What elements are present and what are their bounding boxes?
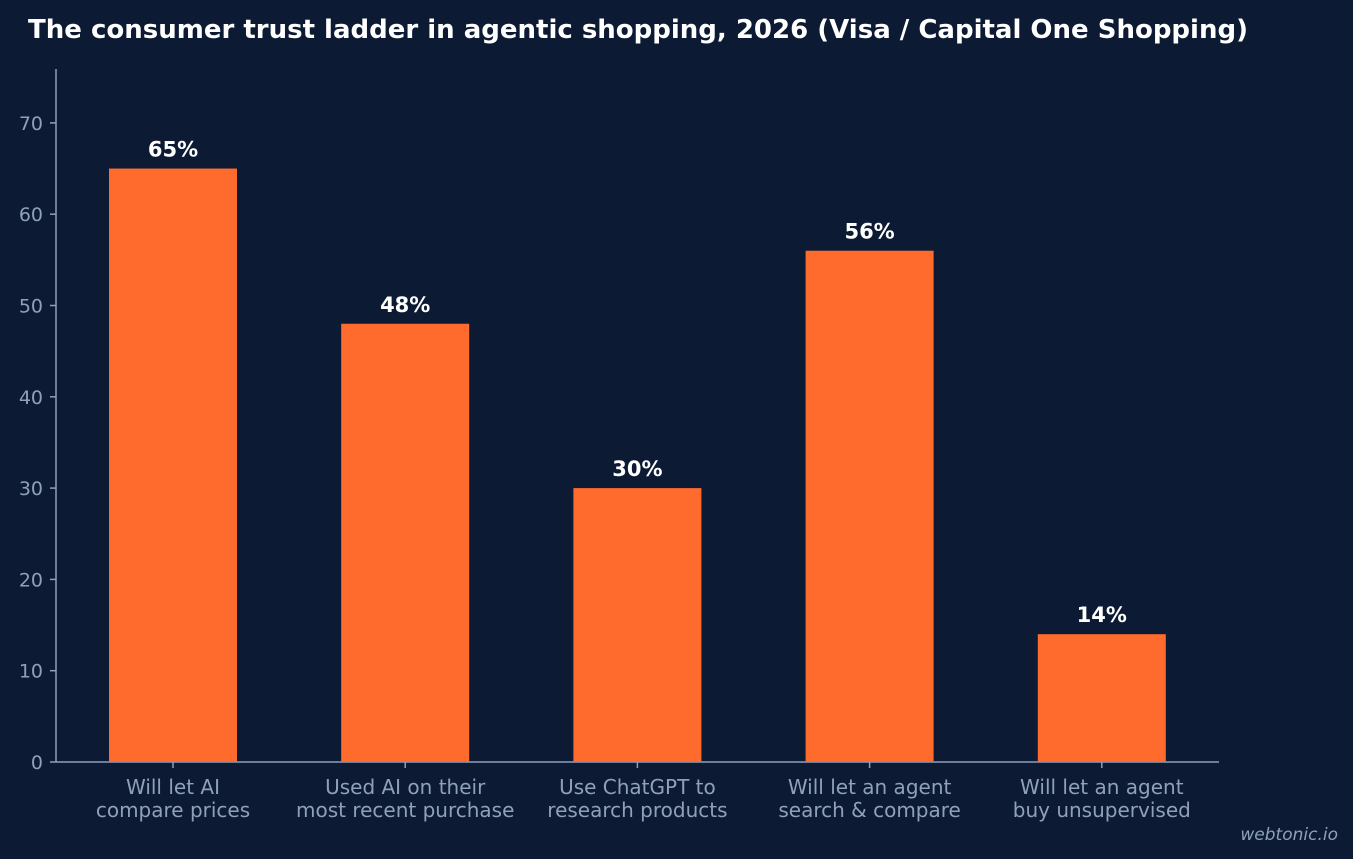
data-label-2: 30% xyxy=(612,457,662,481)
x-tick-label: Use ChatGPT to xyxy=(559,775,716,799)
bars-group xyxy=(109,168,1166,763)
y-tick-label: 30 xyxy=(19,478,43,500)
x-tick-label: Used AI on their xyxy=(325,775,486,799)
bar-0 xyxy=(109,168,237,763)
x-tick-label: search & compare xyxy=(778,798,961,822)
y-tick-label: 50 xyxy=(19,296,43,318)
data-label-4: 14% xyxy=(1077,603,1127,627)
x-tick-label: research products xyxy=(547,798,727,822)
y-tick-label: 60 xyxy=(19,204,43,226)
watermark-text: webtonic.io xyxy=(1240,825,1338,845)
x-tick-label: Will let an agent xyxy=(1020,775,1184,799)
y-tick-label: 0 xyxy=(31,752,43,774)
x-tick-label: Will let AI xyxy=(126,775,220,799)
bar-1 xyxy=(341,323,470,762)
y-tick-label: 20 xyxy=(19,569,43,591)
x-tick-label: compare prices xyxy=(96,798,250,822)
data-label-3: 56% xyxy=(844,220,894,244)
x-tick-label: buy unsupervised xyxy=(1013,798,1191,822)
y-tick-label: 70 xyxy=(19,113,43,135)
y-axis-ticks: 0 10 20 30 40 50 60 70 xyxy=(19,113,56,774)
bar-3 xyxy=(805,250,934,762)
data-label-1: 48% xyxy=(380,293,430,317)
y-tick-label: 40 xyxy=(19,387,43,409)
chart-title: The consumer trust ladder in agentic sho… xyxy=(28,15,1248,45)
x-tick-label: most recent purchase xyxy=(296,798,514,822)
bar-4 xyxy=(1037,634,1166,762)
data-labels-group: 65% 48% 30% 56% 14% xyxy=(148,138,1127,628)
data-label-0: 65% xyxy=(148,138,198,162)
x-tick-label: Will let an agent xyxy=(788,775,952,799)
bar-2 xyxy=(573,488,702,762)
y-tick-label: 10 xyxy=(19,661,43,683)
